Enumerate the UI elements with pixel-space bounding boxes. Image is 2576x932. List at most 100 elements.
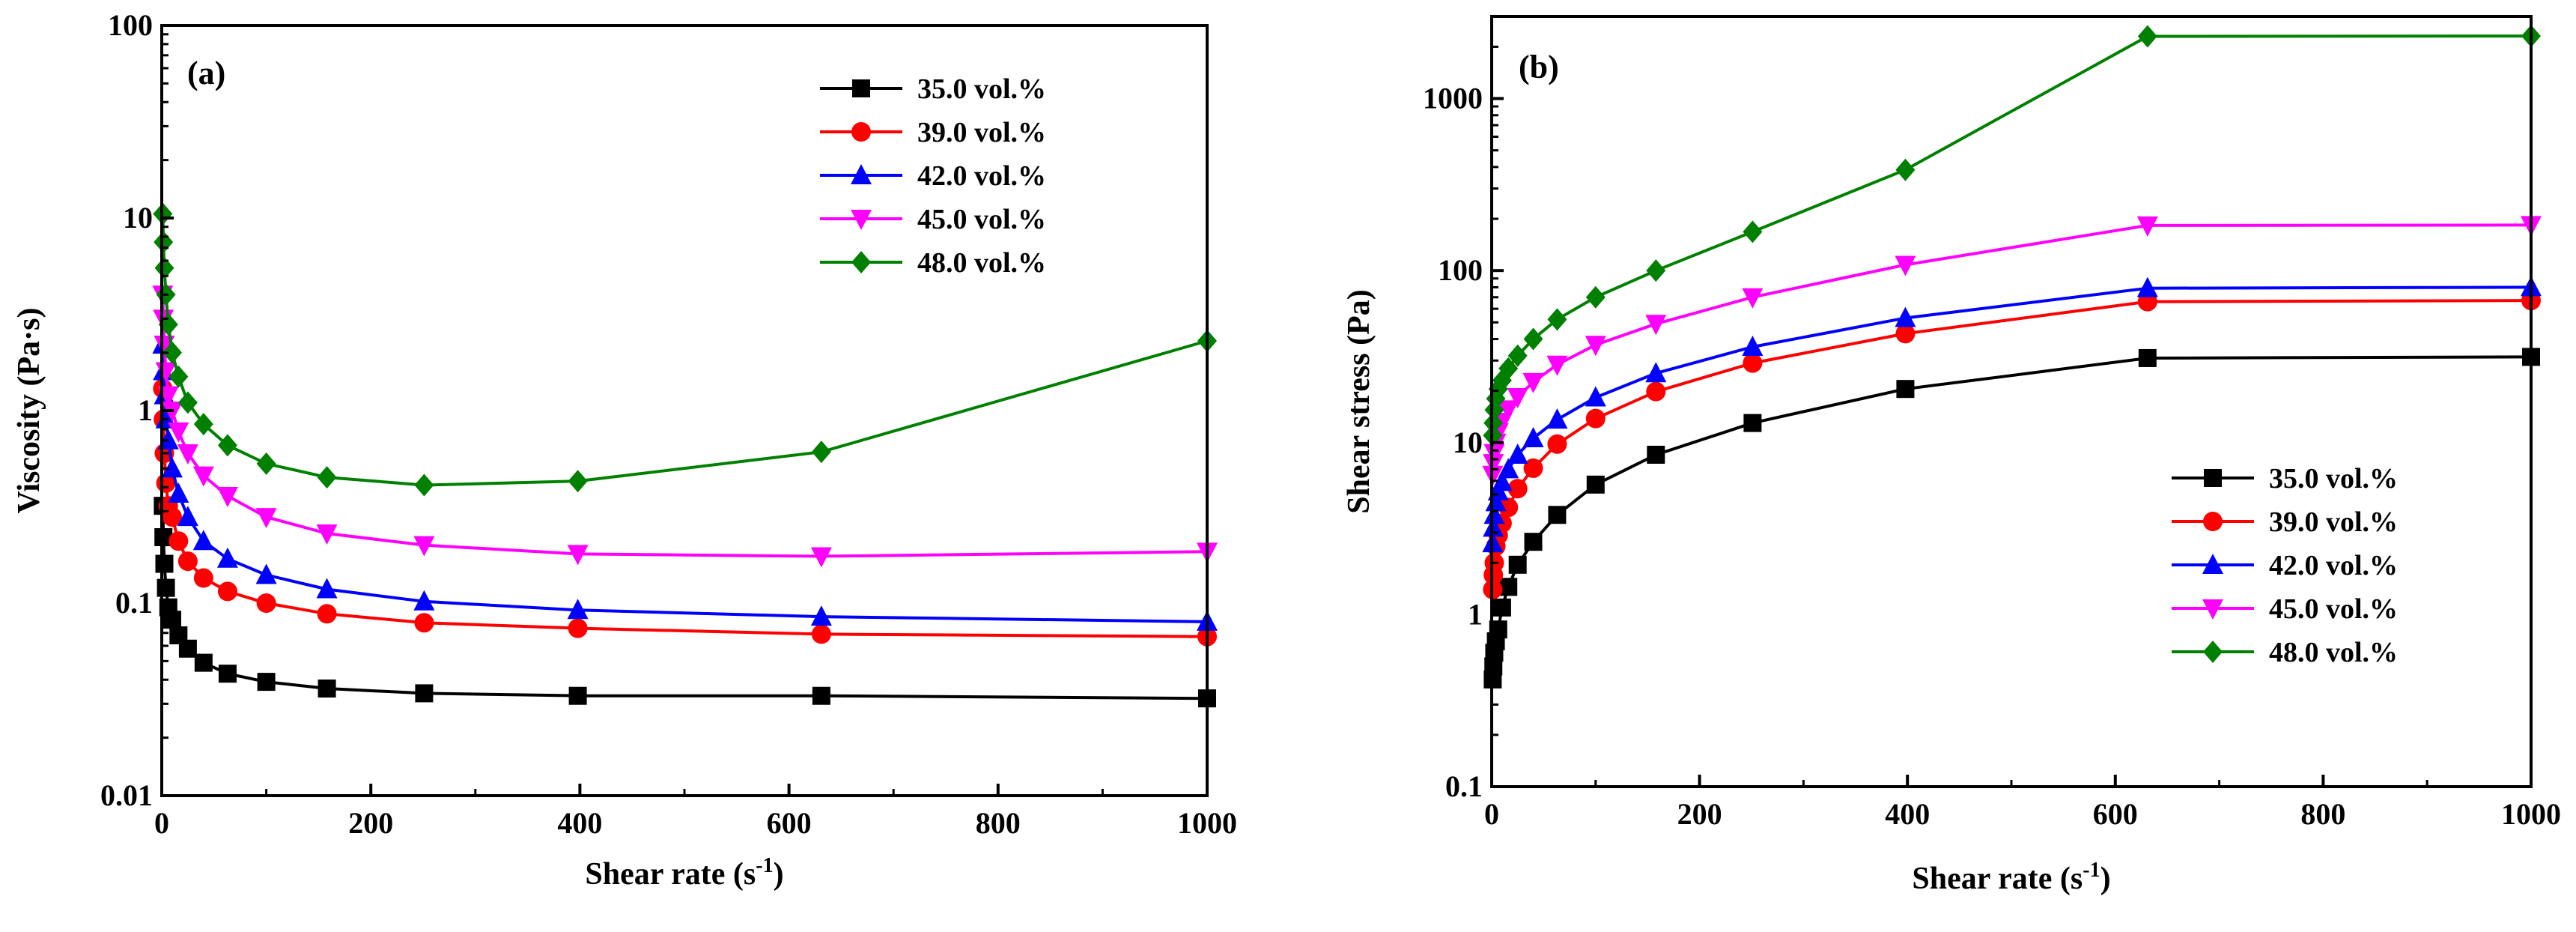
data-point (1895, 324, 1916, 344)
legend-label: 42.0 vol.% (917, 160, 1046, 192)
data-point (568, 618, 588, 638)
data-point (317, 604, 337, 624)
legend-marker (851, 210, 872, 230)
data-point (216, 547, 238, 568)
series-line (1491, 223, 2532, 475)
series-1 (1483, 348, 2540, 689)
series-5 (1483, 25, 2541, 447)
panel-label: (b) (1519, 49, 1559, 85)
data-point (1483, 444, 1505, 465)
data-point (1507, 443, 1528, 464)
x-tick-label: 800 (976, 806, 1021, 840)
legend-marker (2204, 469, 2222, 487)
legend-item: 42.0 vol.% (820, 160, 1046, 192)
legend-label: 39.0 vol.% (2269, 506, 2398, 538)
data-point (1522, 426, 1544, 447)
data-point (1895, 255, 1916, 276)
x-tick-label: 400 (557, 806, 602, 840)
data-point (1483, 411, 1504, 435)
data-point (217, 434, 237, 457)
legend-marker (2203, 512, 2223, 531)
legend-marker (852, 79, 870, 97)
legend-item: 42.0 vol.% (2172, 550, 2398, 581)
panel-label: (a) (187, 55, 225, 91)
y-tick-label: 10 (123, 201, 153, 234)
data-point (568, 470, 588, 493)
series-line (1491, 299, 2532, 590)
legend-item: 39.0 vol.% (2172, 506, 2398, 538)
data-point (193, 568, 213, 588)
data-point (216, 487, 238, 508)
data-point (168, 365, 189, 388)
data-point (217, 581, 237, 602)
data-point (1507, 479, 1528, 499)
data-point (1585, 336, 1606, 357)
legend-marker (2203, 641, 2223, 663)
y-tick-label: 100 (108, 8, 153, 42)
data-point (256, 452, 276, 475)
data-point (1483, 503, 1505, 524)
legend-label: 45.0 vol.% (2269, 593, 2398, 625)
legend: 35.0 vol.% 39.0 vol.% 42.0 vol.% 45.0 vol.%… (820, 73, 1046, 279)
y-tick-label: 10 (1453, 426, 1483, 459)
legend-marker (851, 122, 871, 142)
data-point (1498, 357, 1519, 380)
data-point (1548, 506, 1567, 524)
panel-a: 0 200 400 600 800 1000 0.01 0.1 1 10 100 Shear rate… (12, 8, 1237, 892)
data-point (2138, 348, 2157, 367)
x-tick-label: 1000 (1177, 806, 1237, 840)
legend-label: 45.0 vol.% (917, 204, 1046, 235)
data-point (1742, 336, 1764, 357)
data-point (1499, 578, 1518, 596)
data-point (168, 482, 189, 503)
y-tick-label: 1 (138, 393, 153, 427)
data-point (194, 653, 213, 672)
x-tick-label: 800 (2300, 797, 2345, 831)
data-point (1646, 259, 1666, 282)
x-axis-label: Shear rate (s-1) (585, 854, 783, 892)
data-point (568, 686, 587, 705)
series-line (161, 388, 1208, 638)
data-point (162, 611, 181, 629)
data-point (414, 473, 434, 497)
y-axis-label: Viscosity (Pa·s) (12, 308, 46, 514)
x-tick-label: 400 (1885, 797, 1930, 831)
data-point (1645, 315, 1667, 336)
data-point (318, 680, 336, 698)
data-point (192, 530, 214, 551)
data-point (1585, 408, 1606, 429)
data-point (567, 599, 589, 620)
data-point (168, 422, 189, 443)
data-point (811, 441, 831, 464)
x-axis-label: Shear rate (s-1) (1912, 859, 2110, 896)
x-tick-label: 0 (1484, 797, 1499, 831)
data-point (567, 545, 589, 566)
data-point (1498, 497, 1519, 518)
legend-label: 42.0 vol.% (2269, 550, 2398, 581)
data-point (810, 605, 832, 626)
data-point (2136, 216, 2158, 237)
series-4 (152, 285, 1218, 568)
data-point (257, 673, 276, 692)
data-point (810, 547, 832, 568)
series-3 (1482, 276, 2542, 553)
data-point (413, 590, 435, 611)
data-point (1647, 445, 1665, 464)
series-2 (153, 378, 1217, 647)
data-point (1483, 516, 1504, 537)
data-point (316, 524, 338, 545)
data-point (1498, 458, 1519, 479)
series-line (161, 214, 1208, 487)
data-point (1522, 372, 1544, 393)
data-point (413, 536, 435, 557)
data-point (1523, 327, 1543, 351)
data-point (155, 554, 174, 573)
x-tick-label: 600 (767, 806, 812, 840)
data-point (1507, 344, 1528, 367)
data-point (1483, 454, 1504, 475)
plot-frame (1490, 15, 2533, 788)
data-point (1546, 408, 1568, 429)
data-point (316, 578, 338, 599)
legend-item: 48.0 vol.% (820, 247, 1046, 279)
data-point (1742, 288, 1764, 309)
